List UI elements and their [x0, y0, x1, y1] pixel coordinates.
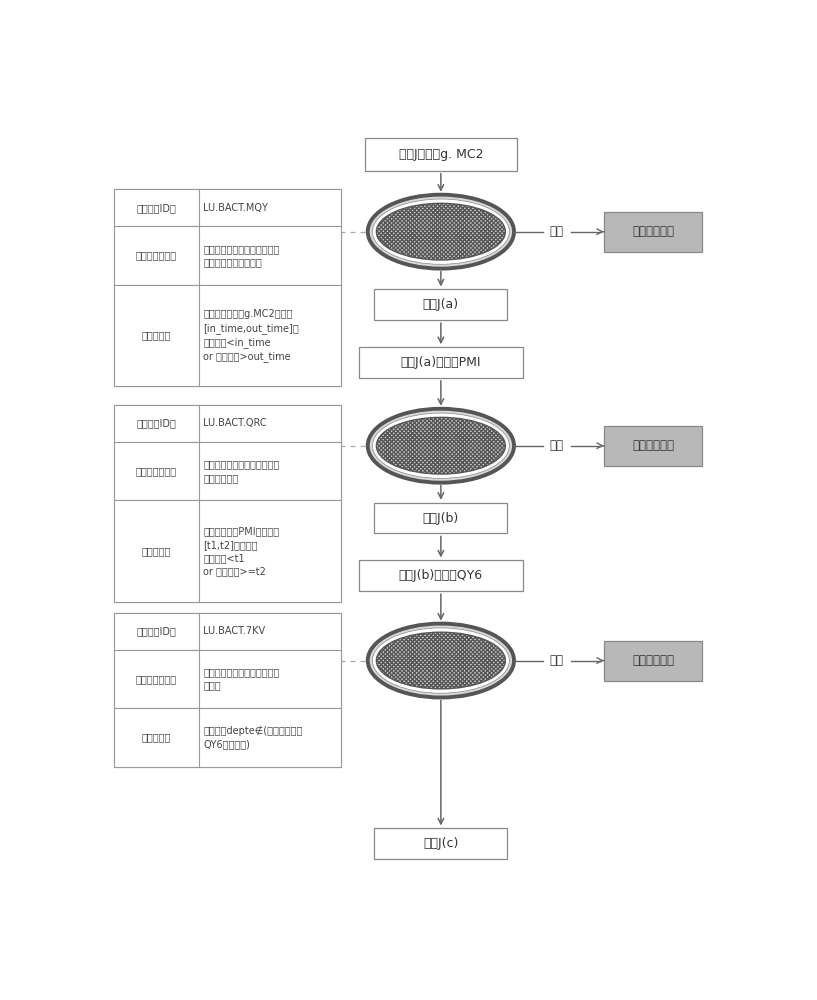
Text: 逻辑条件：: 逻辑条件： [141, 546, 171, 556]
FancyBboxPatch shape [359, 347, 523, 378]
Ellipse shape [368, 409, 514, 483]
FancyBboxPatch shape [374, 503, 507, 533]
Text: 逻辑单元作用：: 逻辑单元作用： [136, 466, 176, 476]
Text: 入出院时间参数g.MC2参数值
[in_time,out_time]。
请求时间<in_time
or 请求时间>out_time: 入出院时间参数g.MC2参数值 [in_time,out_time]。 请求时间… [203, 309, 299, 362]
FancyBboxPatch shape [114, 285, 342, 386]
FancyBboxPatch shape [365, 138, 517, 171]
Text: 被过滤的数据: 被过滤的数据 [632, 439, 674, 452]
Ellipse shape [368, 195, 514, 269]
FancyBboxPatch shape [604, 641, 702, 681]
FancyBboxPatch shape [114, 500, 342, 602]
Text: 过滤: 过滤 [550, 439, 564, 452]
FancyBboxPatch shape [114, 613, 342, 767]
Text: 过滤: 过滤 [550, 225, 564, 238]
FancyBboxPatch shape [374, 289, 507, 320]
Text: 过滤: 过滤 [550, 654, 564, 667]
Ellipse shape [377, 203, 506, 260]
Text: 输入J(a)、参数PMI: 输入J(a)、参数PMI [400, 356, 481, 369]
Text: 输出J(b): 输出J(b) [422, 512, 459, 525]
Text: 逻辑条件：: 逻辑条件： [141, 733, 171, 743]
FancyBboxPatch shape [114, 650, 342, 708]
Text: 输出J(c): 输出J(c) [423, 837, 458, 850]
FancyBboxPatch shape [114, 613, 342, 650]
FancyBboxPatch shape [604, 426, 702, 466]
Ellipse shape [373, 199, 509, 264]
FancyBboxPatch shape [114, 189, 342, 386]
Text: LU.BACT.7KV: LU.BACT.7KV [203, 626, 266, 636]
Text: 输入J、参数g. MC2: 输入J、参数g. MC2 [399, 148, 483, 161]
Ellipse shape [368, 624, 514, 698]
Ellipse shape [373, 628, 509, 693]
Text: 逻辑条件：: 逻辑条件： [141, 331, 171, 341]
FancyBboxPatch shape [359, 560, 523, 591]
Text: 逻辑单元作用：: 逻辑单元作用： [136, 251, 176, 261]
FancyBboxPatch shape [114, 405, 342, 602]
Text: 逻辑单元ID：: 逻辑单元ID： [136, 418, 176, 428]
FancyBboxPatch shape [604, 212, 702, 252]
Ellipse shape [377, 632, 506, 689]
FancyBboxPatch shape [114, 442, 342, 500]
FancyBboxPatch shape [114, 405, 342, 442]
FancyBboxPatch shape [114, 708, 342, 767]
Text: LU.BACT.QRC: LU.BACT.QRC [203, 418, 267, 428]
FancyBboxPatch shape [374, 828, 507, 859]
Text: 被过滤的数据: 被过滤的数据 [632, 225, 674, 238]
Text: 过滤错误数据：非本次住院期
间送检的细菌培养记录: 过滤错误数据：非本次住院期 间送检的细菌培养记录 [203, 244, 279, 267]
Text: 逻辑单元ID：: 逻辑单元ID： [136, 626, 176, 636]
Ellipse shape [373, 413, 509, 478]
Text: 过滤非权限科室送检的细菌培
养记录: 过滤非权限科室送检的细菌培 养记录 [203, 667, 279, 691]
Text: 过滤不在统计时间范围送检的
细菌培养记录: 过滤不在统计时间范围送检的 细菌培养记录 [203, 460, 279, 483]
Text: 逻辑单元作用：: 逻辑单元作用： [136, 674, 176, 684]
Text: 输出J(a): 输出J(a) [423, 298, 459, 311]
Text: 输入J(b)、参数QY6: 输入J(b)、参数QY6 [399, 569, 483, 582]
Ellipse shape [377, 417, 506, 474]
Text: LU.BACT.MQY: LU.BACT.MQY [203, 203, 268, 213]
Text: 统计时间参数PMI参数值为
[t1,t2]的形式。
请求时间<t1
or 请求时间>=t2: 统计时间参数PMI参数值为 [t1,t2]的形式。 请求时间<t1 or 请求时… [203, 526, 279, 576]
Text: 逻辑单元ID：: 逻辑单元ID： [136, 203, 176, 213]
Text: 送检科室depte∉(权限科室参数
QY6的参数值): 送检科室depte∉(权限科室参数 QY6的参数值) [203, 726, 303, 749]
FancyBboxPatch shape [114, 189, 342, 226]
FancyBboxPatch shape [114, 226, 342, 285]
Text: 被过滤的数据: 被过滤的数据 [632, 654, 674, 667]
